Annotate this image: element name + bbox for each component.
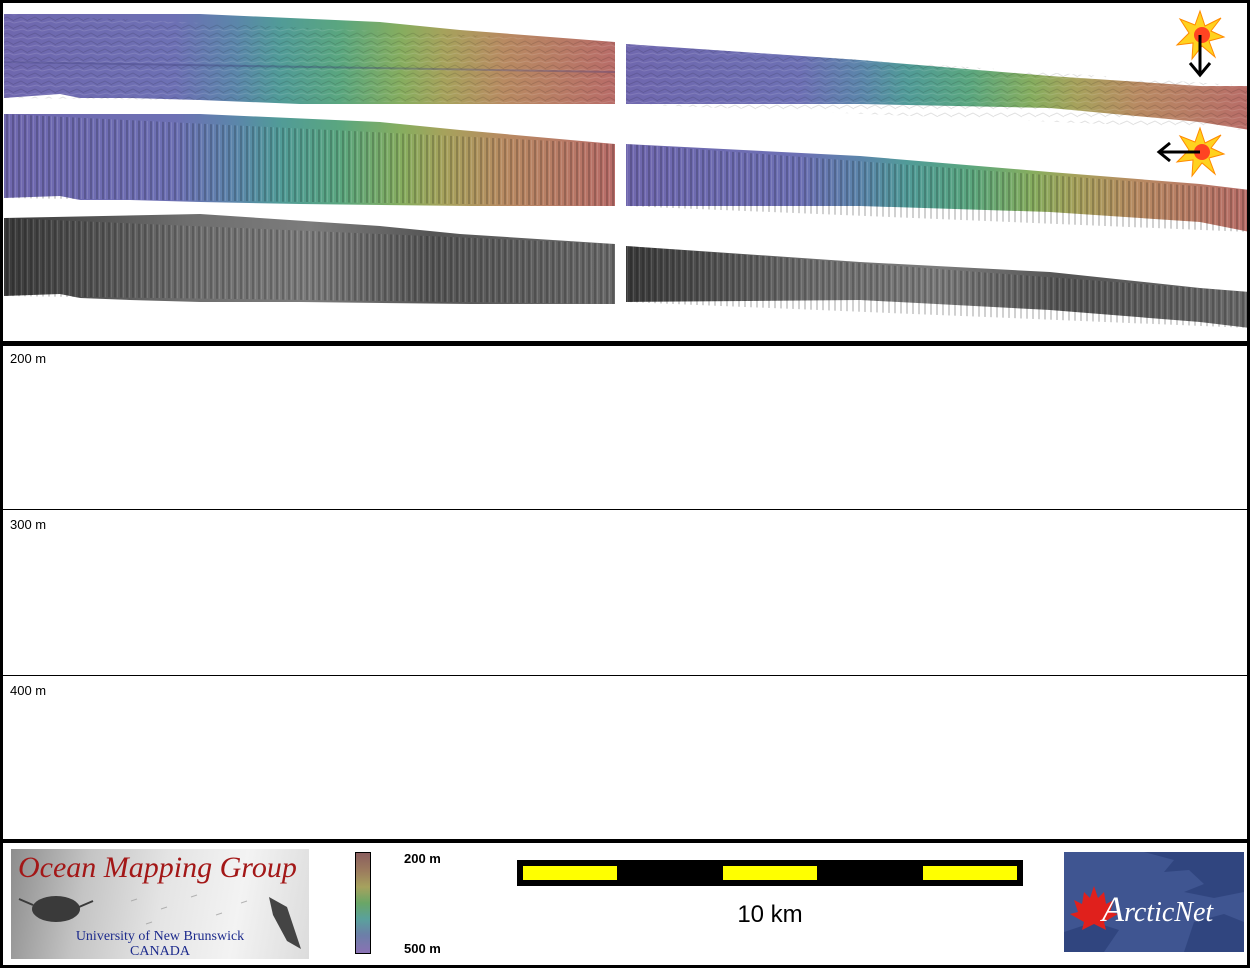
sun-west-icon xyxy=(1156,126,1226,178)
omg-country: CANADA xyxy=(130,944,190,959)
ocean-mapping-group-logo: Ocean Mapping Group University of New Br… xyxy=(11,849,309,959)
bathymetry-strip-west xyxy=(4,114,1250,232)
profile-frame xyxy=(0,343,1250,843)
footer-frame xyxy=(0,843,1250,968)
scale-label: 10 km xyxy=(737,901,803,928)
depth-label-400: 400 m xyxy=(10,683,47,698)
survey-vessel-icon xyxy=(18,894,301,949)
swath-map xyxy=(0,0,1250,346)
depth-profile-panel: 200 m 300 m 400 m xyxy=(0,343,1250,843)
omg-title: Ocean Mapping Group xyxy=(18,851,297,884)
arcticnet-wordmark: ArcticNet xyxy=(1102,888,1213,930)
colorbar-top-label: 200 m xyxy=(404,851,441,866)
footer-legend xyxy=(0,843,1250,968)
bathymetry-strip-north xyxy=(3,14,1250,130)
depth-colorbar xyxy=(355,852,371,954)
arctic-map-icon xyxy=(1064,852,1244,952)
scale-bar xyxy=(517,860,1023,886)
sun-north-icon xyxy=(1175,9,1226,78)
depth-label-200: 200 m xyxy=(10,351,47,366)
arcticnet-initial: A xyxy=(1102,889,1124,929)
arcticnet-logo: ArcticNet xyxy=(1064,852,1244,952)
omg-university: University of New Brunswick xyxy=(75,929,245,944)
map-panel xyxy=(0,0,1250,346)
scale-segment xyxy=(523,866,617,880)
maple-leaf-icon xyxy=(1070,886,1118,930)
scale-segment xyxy=(923,866,1017,880)
depth-label-300: 300 m xyxy=(10,517,47,532)
arcticnet-rest: rcticNet xyxy=(1124,897,1214,928)
colorbar-bottom-label: 500 m xyxy=(404,941,441,956)
backscatter-strip xyxy=(4,214,1250,328)
scale-segment xyxy=(723,866,817,880)
